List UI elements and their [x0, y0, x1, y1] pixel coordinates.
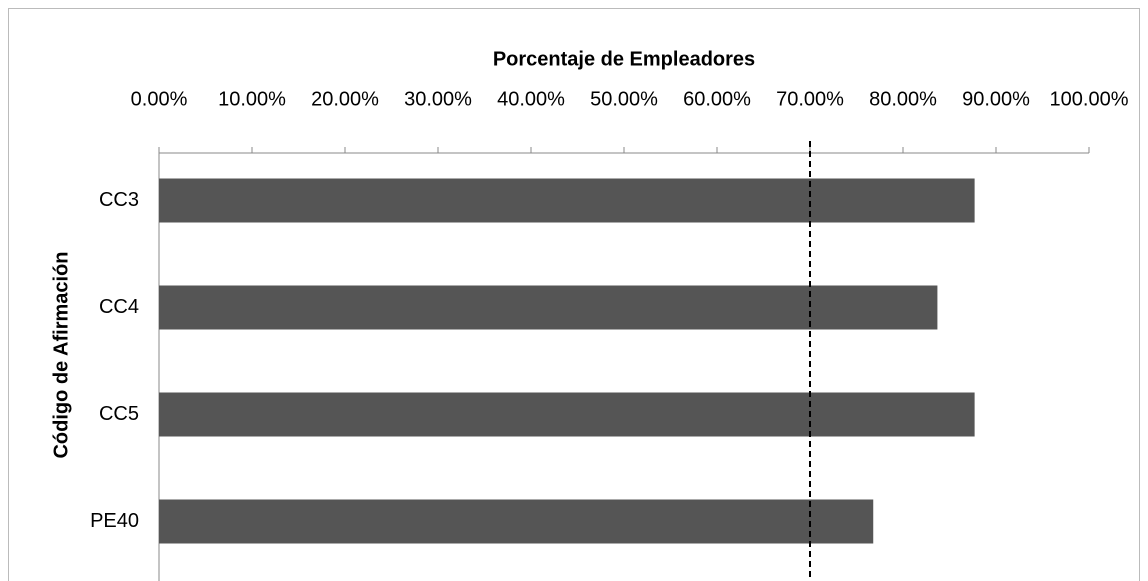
x-tick-label: 10.00% — [218, 88, 286, 110]
y-tick-label: CC3 — [99, 189, 139, 211]
y-tick-label: PE40 — [90, 510, 139, 532]
x-axis-title: Porcentaje de Empleadores — [493, 48, 755, 70]
y-tick-label: CC5 — [99, 403, 139, 425]
x-tick-label: 0.00% — [131, 88, 188, 110]
x-tick-label: 100.00% — [1050, 88, 1129, 110]
y-axis-title: Código de Afirmación — [50, 251, 72, 458]
bar — [159, 285, 938, 330]
x-tick-label: 40.00% — [497, 88, 565, 110]
bar — [159, 392, 975, 437]
x-tick-label: 70.00% — [776, 88, 844, 110]
x-tick-label: 20.00% — [311, 88, 379, 110]
bar — [159, 178, 975, 223]
bar — [159, 499, 874, 544]
x-tick-label: 60.00% — [683, 88, 751, 110]
y-tick-label: CC4 — [99, 296, 139, 318]
x-tick-label: 50.00% — [590, 88, 658, 110]
x-tick-label: 90.00% — [962, 88, 1030, 110]
x-tick-label: 30.00% — [404, 88, 472, 110]
x-tick-label: 80.00% — [869, 88, 937, 110]
